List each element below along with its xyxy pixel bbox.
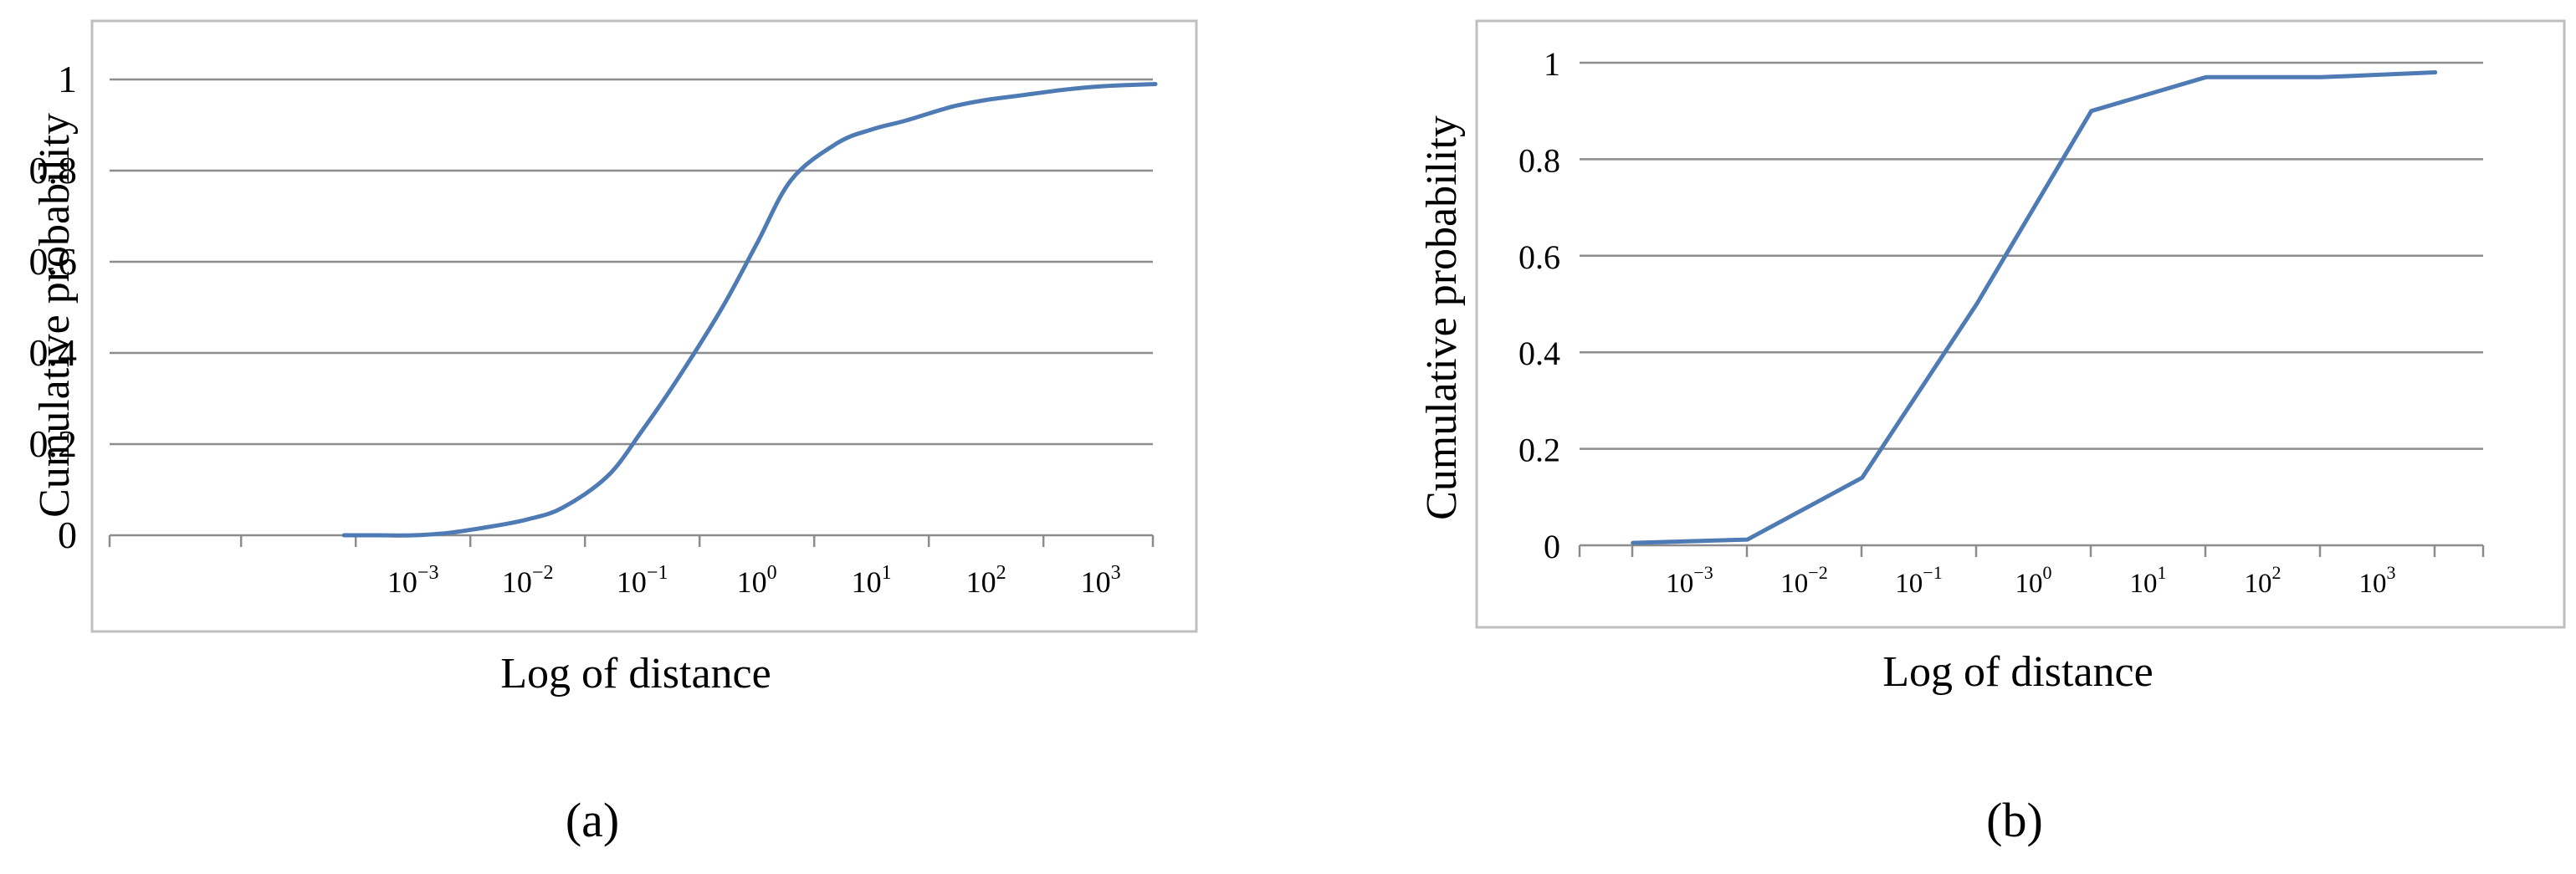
gridlines-b	[1580, 61, 2483, 547]
x-tick-label-b: 10−2	[1780, 562, 1827, 599]
chart-frame-b	[1475, 19, 2566, 629]
panel-label-a: (a)	[566, 793, 619, 847]
series-a	[341, 82, 1158, 538]
y-tick-label-b: 0.2	[1518, 432, 1560, 469]
chart-panel-a: 00.20.40.60.81 10−3 10−2 10−1 100 101 102 103 …	[29, 19, 1198, 847]
x-tick-label-a: 101	[852, 562, 892, 599]
x-tick-label-b: 10−1	[1895, 562, 1942, 599]
y-axis-label-a: Cumulative probability	[31, 113, 79, 518]
gridlines-a	[110, 78, 1153, 537]
x-tick-label-b: 103	[2359, 562, 2396, 599]
panel-label-b: (b)	[1986, 793, 2043, 847]
y-tick-label-a: 1	[58, 58, 77, 100]
y-tick-labels-b: 0 0.2 0.4 0.6 0.8 1	[1518, 45, 1560, 565]
x-tick-label-a: 100	[737, 562, 777, 599]
x-ticks-b: 10−3 10−2 10−1 100 101 102 103	[1578, 545, 2485, 599]
series-line-a	[341, 82, 1158, 538]
y-tick-label-b: 0.4	[1518, 335, 1560, 372]
y-tick-label-a: 0	[58, 514, 77, 556]
chart-panel-b: 00.20.40.60.81 10−3 10−2 10−1 100 101 102 103 …	[1418, 19, 2566, 847]
y-tick-label-a: 0.6	[29, 240, 78, 283]
x-tick-label-a: 10−3	[387, 562, 439, 599]
x-tick-label-b: 100	[2015, 562, 2052, 599]
y-tick-label-a: 0.2	[29, 422, 78, 465]
y-tick-label-a: 0.8	[29, 149, 78, 192]
y-tick-label-b: 1	[1544, 45, 1560, 83]
x-tick-label-a: 103	[1081, 562, 1121, 599]
y-tick-label-a: 0.4	[29, 331, 78, 374]
x-axis-label-b: Log of distance	[1882, 648, 2153, 696]
series-b	[1631, 70, 2438, 545]
x-tick-label-a: 102	[966, 562, 1006, 599]
y-axis-label-b: Cumulative probability	[1418, 115, 1466, 520]
x-tick-label-b: 10−3	[1666, 562, 1713, 599]
x-tick-label-b: 101	[2130, 562, 2167, 599]
y-tick-label-b: 0.6	[1518, 238, 1560, 276]
chart-frame-a	[90, 19, 1198, 633]
x-axis-label-a: Log of distance	[500, 650, 771, 698]
y-tick-label-b: 0	[1544, 528, 1560, 565]
series-line-b	[1631, 70, 2438, 545]
x-tick-label-a: 10−2	[502, 562, 554, 599]
x-ticks-a: 10−3 10−2 10−1 100 101 102 103	[108, 535, 1155, 599]
y-tick-labels-a: 0 0.2 0.4 0.6 0.8 1	[29, 58, 78, 556]
x-tick-label-b: 102	[2245, 562, 2282, 599]
x-tick-label-a: 10−1	[617, 562, 668, 599]
y-tick-label-b: 0.8	[1518, 141, 1560, 179]
